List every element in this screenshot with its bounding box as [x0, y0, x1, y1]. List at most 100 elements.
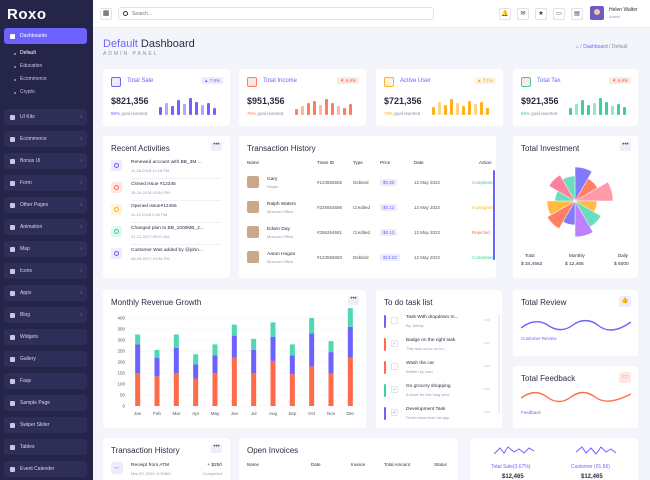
table-row[interactable]: Gary Ninjas #123555555 Debited $0.30 12 May 2…	[247, 172, 494, 196]
mail-icon[interactable]: ▭	[553, 8, 565, 20]
mini-bar	[195, 102, 198, 115]
x-tick-label: Mar	[172, 411, 180, 416]
sidebar-item-label: Sample Page	[20, 400, 51, 406]
sidebar-item-ecommerce[interactable]: Ecommerce ›	[4, 131, 87, 147]
review-sparkline	[521, 319, 631, 331]
ui-kits-icon	[10, 114, 15, 120]
sidebar-item-sample-page[interactable]: Sample Page	[4, 395, 87, 411]
sidebar-item-dashboards[interactable]: Dashboards ⌄	[4, 28, 87, 44]
row-price: $0.12	[380, 204, 398, 211]
breadcrumb-dashboard[interactable]: Dashboard	[583, 44, 608, 50]
search-input[interactable]	[132, 10, 412, 17]
sidebar-item-faqs[interactable]: Faqs	[4, 373, 87, 389]
todo-checkbox[interactable]	[391, 363, 398, 370]
more-icon[interactable]: ⋯	[484, 318, 490, 324]
more-icon[interactable]: ⋯	[484, 341, 490, 347]
user-name[interactable]: Helen Walter	[609, 7, 638, 13]
sidebar-item-ui-kits[interactable]: UI Kits ›	[4, 109, 87, 125]
more-icon[interactable]: ⋯	[484, 387, 490, 393]
bar-segment	[135, 373, 141, 406]
table-row[interactable]: Ralph Waters Moscow Office #225654586 Credi…	[247, 197, 495, 221]
table-row[interactable]: Edwin Day Moscow Office #356254681 Credited…	[247, 222, 490, 246]
todo-checkbox[interactable]	[391, 317, 398, 324]
investment-stat-value: $ 34,4562	[521, 262, 543, 267]
trans2-date: Mar 23, 2019, 9:30AM	[131, 471, 171, 476]
submenu-item-education[interactable]: Education	[14, 60, 93, 73]
todo-item[interactable]: Wash the car Written by Iced ⋯	[384, 358, 490, 380]
row-status[interactable]: Completed	[472, 180, 494, 185]
rose-slice	[546, 200, 576, 230]
todo-scrollbar[interactable]	[498, 314, 500, 414]
activity-item[interactable]: Renewed account with BB_3M ... 11-18-2018…	[111, 158, 221, 179]
stat-badge: ▲ 7.1%	[474, 77, 496, 84]
table-scrollbar[interactable]	[493, 170, 495, 260]
mini-bar	[611, 106, 614, 115]
activity-item[interactable]: Changed plan to BB_1000MB_2... 01-12-2017…	[111, 224, 221, 245]
sidebar-item-icons[interactable]: Icons ›	[4, 263, 87, 279]
more-icon[interactable]: •••	[620, 142, 631, 151]
sidebar-item-widgets[interactable]: Widgets	[4, 329, 87, 345]
todo-item[interactable]: ✓ Development Task Finish react todo list …	[384, 404, 490, 426]
todo-checkbox[interactable]: ✓	[391, 409, 398, 416]
star-icon[interactable]: ★	[535, 8, 547, 20]
activity-item[interactable]: Closed issue #12345 15-19-2018 10:54 PM	[111, 180, 221, 201]
column-header-date: Date	[414, 160, 424, 165]
todo-item[interactable]: ✓ Go grocery shopping A short for this lon…	[384, 381, 490, 403]
submenu-item-default[interactable]: Default	[14, 47, 93, 60]
sidebar-item-blog[interactable]: Blog ›	[4, 307, 87, 323]
column-header-trans-id: Trans ID	[317, 160, 335, 165]
avatar[interactable]	[590, 6, 604, 20]
activity-date: 15-19-2018 10:54 PM	[131, 190, 170, 195]
sidebar-item-apps[interactable]: Apps ›	[4, 285, 87, 301]
more-icon[interactable]: •••	[348, 296, 359, 305]
investment-stat-label: Daily	[618, 253, 629, 258]
more-icon[interactable]: •••	[211, 142, 222, 151]
bonus-ui-icon	[10, 158, 15, 164]
sidebar-item-swiper-slider[interactable]: Swiper Slider	[4, 417, 87, 433]
todo-checkbox[interactable]: ✓	[391, 340, 398, 347]
more-icon[interactable]: •••	[211, 444, 222, 453]
avatar	[247, 226, 259, 238]
more-icon[interactable]: ⋯	[484, 364, 490, 370]
todo-title: Go grocery shopping	[406, 384, 451, 389]
rose-slice	[574, 166, 593, 202]
chat-bubble-icon[interactable]: ▭	[619, 372, 631, 383]
sidebar-item-map[interactable]: Map ›	[4, 241, 87, 257]
more-icon[interactable]: ⋯	[484, 410, 490, 416]
sidebar-item-gallery[interactable]: Gallery	[4, 351, 87, 367]
sidebar-item-bonus-ui[interactable]: Bonus UI ›	[4, 153, 87, 169]
sidebar-item-animation[interactable]: Animation ›	[4, 219, 87, 235]
column-header-name: Name	[247, 160, 260, 165]
brand-logo[interactable]: Roxo	[7, 5, 47, 23]
row-status[interactable]: In progress	[472, 205, 495, 210]
row-status[interactable]: Completed	[472, 255, 494, 260]
row-status[interactable]: Rejected	[472, 230, 490, 235]
sidebar-item-tables[interactable]: Tables	[4, 439, 87, 455]
table-row[interactable]: Aaron Hogan Moscow Office #123555050 Debite…	[247, 247, 494, 271]
activity-item[interactable]: Opened issue#12456 11-10-2018 5:40 PM	[111, 202, 221, 223]
todo-item[interactable]: Task With dropdown m... By Johnty ⋯	[384, 312, 490, 334]
other-pages-icon	[10, 202, 15, 208]
mini-bar	[450, 99, 453, 115]
sidebar-item-other-pages[interactable]: Other Pages ›	[4, 197, 87, 213]
bell-icon[interactable]: 🔔	[499, 8, 511, 20]
submenu-item-ecommerce[interactable]: Ecommerce	[14, 73, 93, 86]
home-icon[interactable]: ⌂	[576, 44, 580, 50]
activity-item[interactable]: Customer Was added by @john... 08-09-2017…	[111, 246, 221, 266]
todo-color-bar	[384, 384, 386, 397]
todo-title: Task With dropdown m...	[406, 315, 459, 320]
cart-icon[interactable]: ▤	[571, 8, 583, 20]
stat-minichart	[159, 95, 219, 115]
sidebar-item-form[interactable]: Form ›	[4, 175, 87, 191]
menu-grid-icon[interactable]: ▦	[100, 8, 112, 20]
sidebar-item-event-calender[interactable]: Event Calender	[4, 461, 87, 477]
todo-item[interactable]: ✓ Badge on the right task This task show o…	[384, 335, 490, 357]
search-box[interactable]	[118, 7, 434, 20]
thumbs-up-icon[interactable]: 👍	[619, 296, 631, 307]
chat-icon[interactable]: ✉	[517, 8, 529, 20]
todo-checkbox[interactable]: ✓	[391, 386, 398, 393]
sidebar-item-label: Blog	[20, 312, 31, 318]
submenu-item-crypto[interactable]: Crypto	[14, 86, 93, 99]
total-review-card: Total Review 👍 Customer Review	[513, 290, 638, 356]
feedback-label: Feedback	[521, 410, 541, 415]
